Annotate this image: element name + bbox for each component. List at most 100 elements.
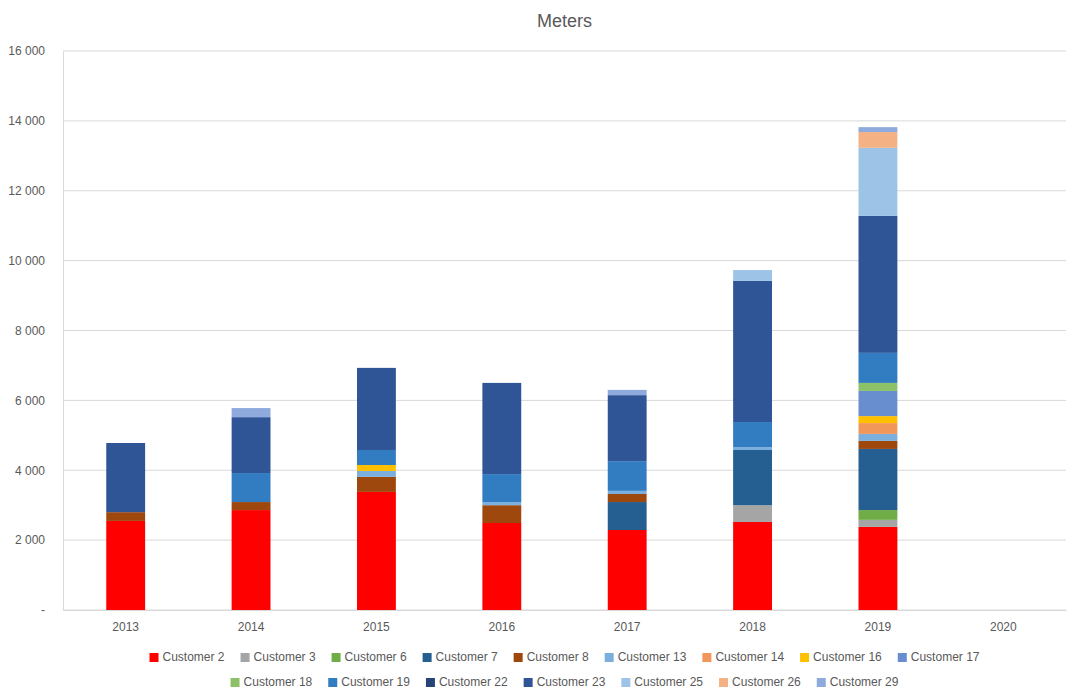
legend-label: Customer 8	[527, 650, 589, 664]
y-tick-label: 14 000	[8, 114, 45, 128]
bar	[733, 450, 772, 505]
series	[608, 449, 898, 530]
bar	[106, 443, 145, 512]
series	[232, 353, 898, 502]
legend-row: Customer 2Customer 3Customer 6Customer 7…	[150, 650, 980, 664]
bar	[482, 502, 521, 505]
y-tick-label: 10 000	[8, 254, 45, 268]
legend-label: Customer 19	[341, 675, 410, 689]
bar	[733, 422, 772, 447]
bar	[357, 492, 396, 610]
legend-row: Customer 18 Customer 19 Customer 22 Custome…	[231, 675, 899, 689]
y-tick: 12 000	[8, 184, 63, 198]
bar	[232, 408, 271, 417]
bar	[357, 465, 396, 471]
legend-label: Customer 17	[911, 650, 980, 664]
legend-item: Customer 6	[332, 650, 407, 664]
legend-swatch	[800, 653, 809, 662]
bar	[608, 502, 647, 530]
x-tick: 2016	[488, 610, 515, 634]
legend-swatch	[605, 653, 614, 662]
bar	[733, 270, 772, 281]
legend-swatch	[150, 653, 159, 662]
legend-swatch	[524, 678, 533, 687]
bar	[232, 417, 271, 473]
bar	[482, 383, 521, 474]
legend-swatch	[898, 653, 907, 662]
x-tick: 2013	[112, 610, 139, 634]
bar	[859, 391, 898, 416]
y-tick-label: 6 000	[15, 394, 45, 408]
grid-line	[63, 120, 1066, 121]
bar	[733, 447, 772, 450]
bar	[608, 491, 647, 494]
grid	[63, 51, 1066, 610]
x-tick-label: 2016	[488, 620, 515, 634]
series	[106, 492, 897, 610]
legend-item: Customer 18	[231, 675, 313, 689]
y-tick-label: 12 000	[8, 184, 45, 198]
grid-line	[63, 190, 1066, 191]
legend-item: Customer 29	[817, 675, 899, 689]
y-axis: -2 0004 0006 0008 00010 00012 00014 0001…	[8, 44, 63, 617]
bar	[859, 434, 898, 441]
legend-swatch	[423, 653, 432, 662]
grid-line	[63, 540, 1066, 541]
bar	[106, 512, 145, 521]
x-tick: 2019	[865, 610, 892, 634]
bars	[106, 127, 897, 610]
y-tick-label: -	[41, 603, 45, 617]
y-tick: 16 000	[8, 44, 63, 58]
series	[859, 510, 898, 520]
x-tick: 2020	[990, 610, 1017, 634]
bar	[859, 216, 898, 353]
y-tick-label: 4 000	[15, 464, 45, 478]
bar	[859, 383, 898, 391]
bar	[859, 423, 898, 434]
x-tick: 2015	[363, 610, 390, 634]
legend-label: Customer 16	[813, 650, 882, 664]
grid-line	[63, 610, 1066, 611]
grid-line	[63, 470, 1066, 471]
x-tick-label: 2019	[865, 620, 892, 634]
legend-label: Customer 18	[244, 675, 313, 689]
grid-line	[63, 260, 1066, 261]
bar	[859, 416, 898, 423]
x-tick-label: 2017	[614, 620, 641, 634]
x-tick: 2018	[739, 610, 766, 634]
bar	[106, 521, 145, 610]
series	[232, 127, 898, 417]
bar	[733, 505, 772, 522]
legend-label: Customer 23	[537, 675, 606, 689]
legend-item: Customer 3	[241, 650, 316, 664]
legend-label: Customer 22	[439, 675, 508, 689]
legend-label: Customer 26	[732, 675, 801, 689]
bar	[859, 449, 898, 510]
x-axis: 2013 2014 2015 2016 2017 2018 2019 2020	[64, 610, 1067, 634]
x-tick-label: 2018	[739, 620, 766, 634]
y-tick: 2 000	[15, 533, 63, 547]
bar	[859, 148, 898, 216]
y-tick: -	[41, 603, 63, 617]
bar	[357, 471, 396, 477]
x-axis-line	[64, 610, 1067, 611]
bar	[859, 132, 898, 148]
legend-item: Customer 16	[800, 650, 882, 664]
x-tick-label: 2014	[238, 620, 265, 634]
bar	[859, 353, 898, 383]
bar	[859, 127, 898, 132]
bar	[482, 523, 521, 610]
bar	[608, 390, 647, 395]
series	[106, 216, 897, 512]
bar	[482, 474, 521, 502]
legend-item: Customer 25	[621, 675, 703, 689]
bar	[733, 522, 772, 610]
legend-swatch	[328, 678, 337, 687]
bar	[232, 502, 271, 510]
legend-swatch	[426, 678, 435, 687]
legend-label: Customer 14	[715, 650, 784, 664]
bar	[357, 450, 396, 465]
bar	[232, 510, 271, 610]
y-tick-label: 2 000	[15, 533, 45, 547]
y-tick: 4 000	[15, 464, 63, 478]
